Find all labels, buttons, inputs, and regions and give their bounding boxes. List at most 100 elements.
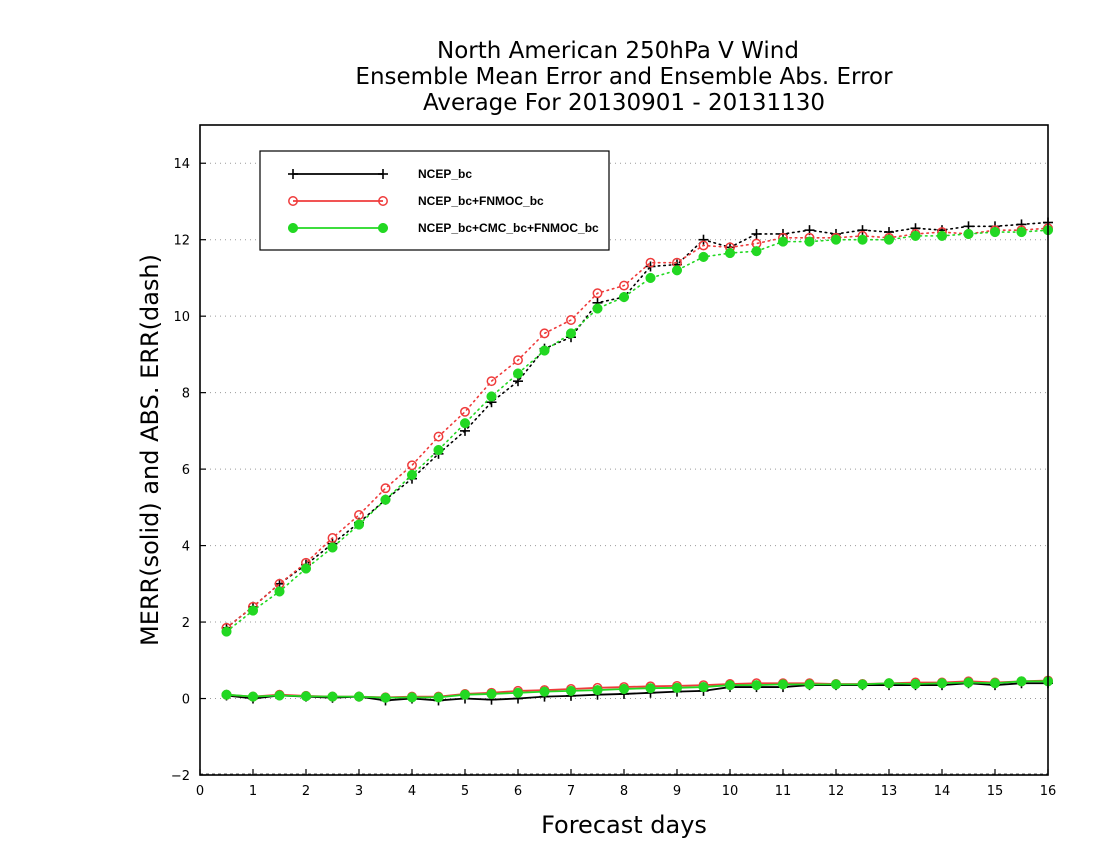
data-point-dot <box>512 368 524 379</box>
data-point-dot <box>724 248 736 259</box>
data-point-dot <box>486 688 497 699</box>
data-point-dot <box>592 685 603 696</box>
x-axis: 0 1 2 3 4 5 6 7 8 9 10 11 12 13 14 15 16 <box>196 769 1056 799</box>
data-point-dot <box>724 680 736 691</box>
abs-err-line <box>225 221 1049 629</box>
data-point-dot <box>274 690 285 701</box>
data-point-plus <box>288 169 298 179</box>
data-point-plus <box>751 228 762 239</box>
x-tick-label: 3 <box>355 784 363 799</box>
data-point-circle <box>698 240 709 251</box>
x-tick-label: 4 <box>408 784 416 799</box>
data-point-dot <box>671 265 683 276</box>
legend: NCEP_bc NCEP_bc+FNMOC_bc NCEP_bc+CMC_bc+FN… <box>259 150 610 251</box>
data-point-dot <box>963 228 974 240</box>
data-point-dot <box>777 236 789 247</box>
data-point-circle <box>327 532 338 543</box>
y-tick-label: 4 <box>182 540 190 555</box>
data-point-circle <box>460 406 470 417</box>
y-tick-label: 8 <box>182 387 190 402</box>
x-tick-label: 0 <box>196 784 204 799</box>
legend-label: NCEP_bc+CMC_bc+FNMOC_bc <box>418 221 599 235</box>
data-point-dot <box>1016 676 1027 687</box>
data-point-dot <box>989 227 1001 238</box>
x-tick-label: 15 <box>987 784 1004 799</box>
data-point-circle <box>539 328 550 339</box>
data-point-dot <box>247 691 259 702</box>
data-point-dot <box>671 682 683 693</box>
x-tick-label: 6 <box>514 784 522 799</box>
data-point-plus <box>857 225 868 236</box>
legend-label: NCEP_bc+FNMOC_bc <box>418 194 544 208</box>
data-point-circle <box>354 510 364 520</box>
data-point-plus <box>378 169 388 179</box>
data-point-circle <box>486 376 497 387</box>
data-point-dot <box>300 563 312 574</box>
data-point-circle <box>407 460 417 471</box>
title-line-3: Average For 20130901 - 20131130 <box>423 90 825 116</box>
x-tick-label: 11 <box>775 784 792 799</box>
data-point-dot <box>777 679 789 690</box>
data-point-dot <box>380 692 391 703</box>
data-point-dot <box>221 626 232 637</box>
data-point-dot <box>910 678 921 690</box>
abs-err-line <box>225 227 1049 629</box>
data-point-dot <box>804 679 815 690</box>
data-point-dot <box>327 542 338 553</box>
data-point-dot <box>830 679 842 690</box>
data-point-dot <box>353 519 365 530</box>
data-point-dot <box>512 687 524 698</box>
data-point-dot <box>406 469 418 480</box>
data-point-dot <box>804 236 815 247</box>
x-tick-label: 13 <box>881 784 898 799</box>
data-point-dot <box>883 234 895 245</box>
data-point-dot <box>433 692 444 703</box>
x-tick-label: 16 <box>1040 784 1057 799</box>
x-tick-label: 5 <box>461 784 469 799</box>
data-point-dot <box>698 251 709 262</box>
data-point-dot <box>936 678 948 689</box>
data-point-dot <box>592 303 603 314</box>
x-tick-label: 2 <box>302 784 310 799</box>
merr-line <box>226 680 1048 699</box>
data-point-dot <box>327 691 338 702</box>
series-ncep-bc <box>221 217 1053 706</box>
x-tick-label: 9 <box>673 784 681 799</box>
data-point-dot <box>247 605 259 616</box>
x-tick-label: 10 <box>722 784 739 799</box>
title-line-1: North American 250hPa V Wind <box>437 38 799 64</box>
data-point-circle <box>619 280 629 291</box>
series-ncep-bc-cmc-bc-fnmoc-bc <box>221 225 1054 703</box>
data-point-dot <box>857 234 868 245</box>
data-point-dot <box>353 691 365 702</box>
y-tick-label: 2 <box>182 616 190 631</box>
y-axis-title: MERR(solid) and ABS. ERR(dash) <box>136 254 164 646</box>
data-point-dot <box>433 444 444 456</box>
data-point-dot <box>883 678 895 689</box>
data-point-dot <box>486 391 497 402</box>
data-point-dot <box>539 686 550 697</box>
data-point-dot <box>300 691 312 702</box>
data-point-circle <box>288 196 298 206</box>
legend-label: NCEP_bc <box>418 167 472 181</box>
x-tick-label: 12 <box>828 784 845 799</box>
y-tick-label: 6 <box>182 463 190 478</box>
data-point-dot <box>1016 227 1027 238</box>
data-point-dot <box>406 692 418 703</box>
series-layer <box>221 217 1054 706</box>
x-tick-label: 14 <box>934 784 951 799</box>
data-point-dot <box>645 683 656 694</box>
data-point-plus <box>698 234 709 245</box>
series-ncep-bc-fnmoc-bc <box>221 223 1053 703</box>
data-point-dot <box>618 292 630 303</box>
legend-entry-ncep-bc: NCEP_bc <box>288 167 472 181</box>
data-point-circle <box>433 431 444 442</box>
data-point-dot <box>936 230 948 241</box>
legend-entry-ncep-bc-fnmoc-bc: NCEP_bc+FNMOC_bc <box>288 194 544 208</box>
data-point-dot <box>989 678 1001 689</box>
data-point-circle <box>380 483 391 494</box>
legend-entry-ncep-bc-cmc-bc-fnmoc-bc: NCEP_bc+CMC_bc+FNMOC_bc <box>287 221 599 235</box>
data-point-dot <box>698 682 709 693</box>
data-point-dot <box>380 494 391 505</box>
